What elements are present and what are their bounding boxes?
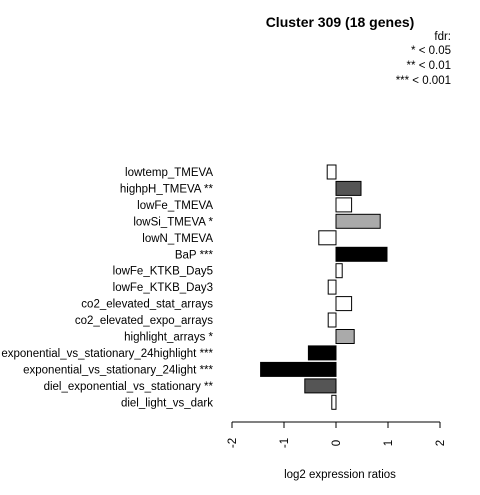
bar-14 bbox=[304, 378, 337, 394]
category-label-3: lowFe_TMEVA bbox=[137, 200, 213, 212]
bar-7 bbox=[335, 263, 343, 279]
bar-12 bbox=[307, 345, 337, 361]
category-label-15: diel_light_vs_dark bbox=[121, 397, 213, 409]
category-label-14: diel_exponential_vs_stationary ** bbox=[44, 381, 214, 393]
category-label-2: highpH_TMEVA ** bbox=[120, 183, 214, 195]
x-axis-label: log2 expression ratios bbox=[284, 469, 396, 481]
category-label-13: exponential_vs_stationary_24light *** bbox=[23, 364, 213, 376]
category-label-8: lowFe_KTKB_Day3 bbox=[113, 282, 213, 294]
bar-1 bbox=[326, 164, 337, 180]
bar-15 bbox=[331, 394, 337, 410]
legend-title: fdr: bbox=[434, 31, 451, 43]
x-axis: -2 -1 0 1 2 bbox=[227, 421, 447, 448]
bar-8 bbox=[327, 279, 337, 295]
x-tick-label-1: -2 bbox=[227, 438, 239, 448]
bar-6 bbox=[335, 246, 388, 262]
legend-entry-3: *** < 0.001 bbox=[396, 75, 451, 87]
bar-13 bbox=[260, 361, 337, 377]
category-label-4: lowSi_TMEVA * bbox=[133, 216, 213, 228]
bar-2 bbox=[335, 180, 362, 196]
category-labels: lowtemp_TMEVA highpH_TMEVA ** lowFe_TMEVAl… bbox=[1, 167, 213, 409]
bar-10 bbox=[327, 312, 337, 328]
chart-title: Cluster 309 (18 genes) bbox=[266, 14, 415, 30]
legend-entry-1: * < 0.05 bbox=[411, 45, 451, 57]
category-label-12: exponential_vs_stationary_24highlight **… bbox=[1, 348, 213, 360]
bar-5 bbox=[318, 230, 337, 246]
legend-entry-2: ** < 0.01 bbox=[407, 60, 451, 72]
bar-9 bbox=[335, 296, 353, 312]
bar-11 bbox=[335, 329, 355, 344]
category-label-7: lowFe_KTKB_Day5 bbox=[113, 266, 213, 278]
bar-3 bbox=[335, 197, 353, 213]
x-tick-label-4: 1 bbox=[383, 440, 395, 446]
category-label-1: lowtemp_TMEVA bbox=[125, 167, 213, 179]
category-label-6: BaP *** bbox=[175, 249, 214, 261]
bars-group bbox=[260, 164, 388, 410]
x-tick-label-2: -1 bbox=[279, 438, 291, 448]
category-label-11: highlight_arrays * bbox=[124, 332, 213, 344]
category-label-10: co2_elevated_expo_arrays bbox=[75, 315, 213, 327]
x-tick-label-3: 0 bbox=[331, 440, 343, 446]
x-tick-label-5: 2 bbox=[435, 440, 447, 446]
category-label-9: co2_elevated_stat_arrays bbox=[81, 299, 213, 311]
category-label-5: lowN_TMEVA bbox=[142, 233, 213, 245]
bar-4 bbox=[335, 213, 381, 229]
